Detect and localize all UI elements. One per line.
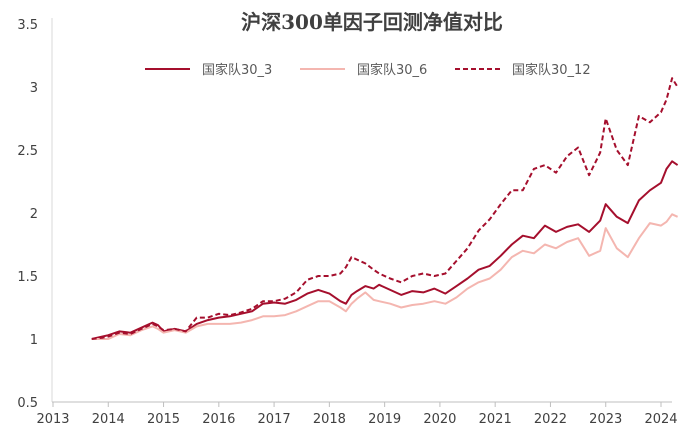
legend-label: 国家队30_6 bbox=[357, 62, 427, 78]
x-tick-label: 2017 bbox=[258, 412, 291, 427]
x-tick-label: 2020 bbox=[423, 412, 456, 427]
series-line-国家队30_3 bbox=[91, 160, 679, 340]
axes: 0.5 1 1.5 2 2.5 3 3.5 2013 2014 2015 2016 2017 2018 2… bbox=[17, 18, 678, 427]
x-tick-label: 2024 bbox=[644, 412, 677, 427]
x-tick-label: 2022 bbox=[534, 412, 567, 427]
y-tick-label: 1 bbox=[30, 333, 38, 348]
series-line-国家队30_6 bbox=[91, 213, 679, 340]
legend-label: 国家队30_3 bbox=[202, 62, 272, 78]
x-tick-label: 2018 bbox=[313, 412, 346, 427]
x-tick-label: 2013 bbox=[36, 412, 69, 427]
series-line-国家队30_12 bbox=[91, 77, 679, 340]
x-tick-label: 2023 bbox=[589, 412, 622, 427]
x-tick-label: 2021 bbox=[479, 412, 512, 427]
chart-title: 沪深300单因子回测净值对比 bbox=[241, 10, 503, 34]
y-tick-label: 0.5 bbox=[17, 396, 38, 411]
x-tick-label: 2016 bbox=[202, 412, 235, 427]
y-tick-label: 1.5 bbox=[17, 270, 38, 285]
y-tick-label: 2 bbox=[30, 207, 38, 222]
x-tick-label: 2015 bbox=[147, 412, 180, 427]
y-tick-label: 2.5 bbox=[17, 144, 38, 159]
series-group bbox=[91, 77, 679, 340]
y-tick-label: 3.5 bbox=[17, 18, 38, 33]
x-tick-label: 2014 bbox=[92, 412, 125, 427]
y-tick-label: 3 bbox=[30, 81, 38, 96]
x-tick-label: 2019 bbox=[368, 412, 401, 427]
legend: 国家队30_3 国家队30_6 国家队30_12 bbox=[145, 62, 591, 78]
legend-label: 国家队30_12 bbox=[512, 62, 591, 78]
